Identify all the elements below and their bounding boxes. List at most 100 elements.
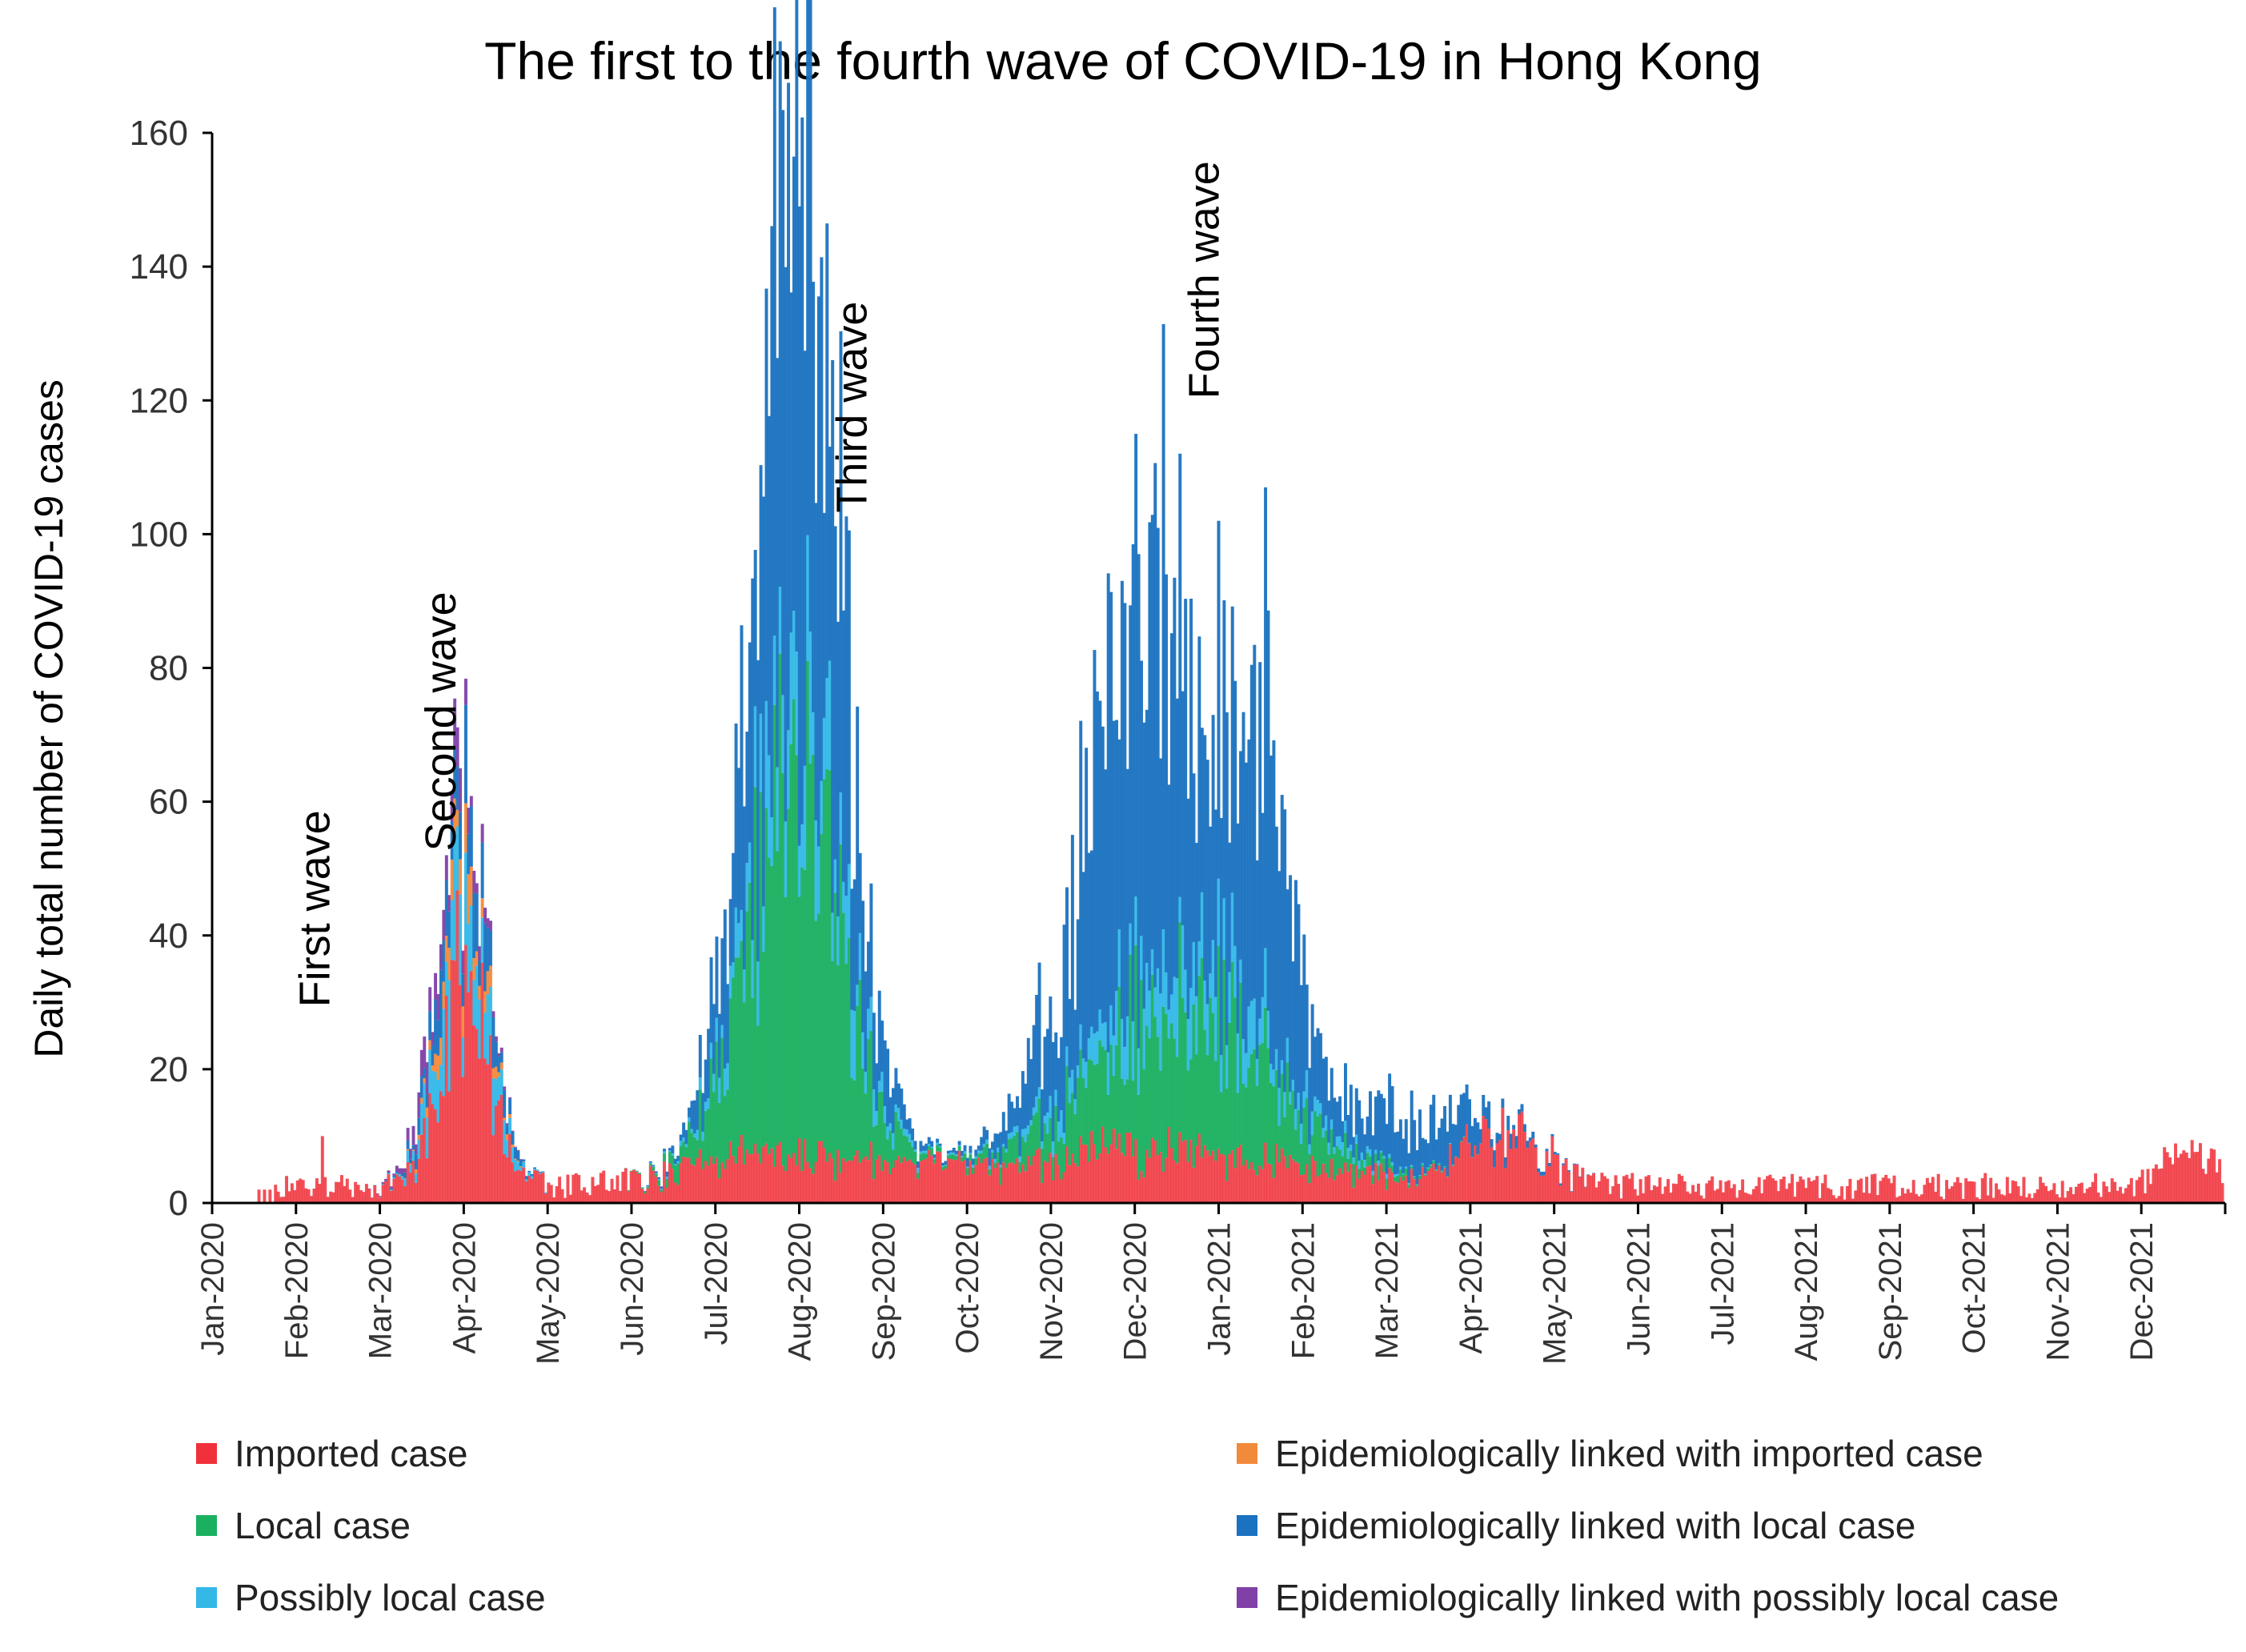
bar-segment	[1167, 1127, 1171, 1203]
bar-segment	[869, 883, 873, 997]
bar-segment	[1398, 1119, 1402, 1167]
bar-segment	[1134, 434, 1138, 897]
bar-segment	[1534, 1147, 1538, 1203]
bar-segment	[1098, 1009, 1102, 1041]
bar-segment	[467, 992, 471, 1203]
bar-segment	[784, 821, 788, 897]
bar-segment	[1145, 1025, 1149, 1150]
bar-segment	[1258, 1165, 1262, 1203]
bar-segment	[463, 678, 467, 705]
bar-segment	[1426, 1167, 1430, 1169]
bar-segment	[902, 1135, 906, 1157]
bar-segment	[886, 1049, 890, 1127]
bar-segment	[1440, 1118, 1444, 1171]
bar-segment	[753, 706, 757, 788]
bar-segment	[1363, 1175, 1367, 1203]
bar-segment	[1608, 1193, 1612, 1203]
bar-segment	[742, 969, 746, 1003]
bar-segment	[762, 496, 766, 907]
bar-segment	[961, 1150, 965, 1157]
bar-segment	[869, 1141, 873, 1203]
bar-segment	[1402, 1173, 1406, 1175]
bar-segment	[740, 1134, 744, 1203]
bar-segment	[916, 1161, 920, 1169]
bar-segment	[1106, 1094, 1110, 1154]
bar-segment	[1120, 1019, 1124, 1079]
bar-segment	[1045, 1133, 1049, 1163]
bar-segment	[745, 732, 749, 864]
bar-segment	[696, 1157, 700, 1203]
bar-segment	[428, 1040, 432, 1050]
bar-segment	[511, 1145, 515, 1148]
bar-segment	[1989, 1177, 1993, 1203]
bar-segment	[833, 526, 837, 860]
bar-segment	[1402, 1138, 1406, 1173]
bar-segment	[919, 1151, 923, 1154]
bar-segment	[764, 700, 768, 808]
bar-segment	[646, 1186, 650, 1189]
bar-segment	[2121, 1193, 2125, 1203]
bar-segment	[1324, 1057, 1328, 1116]
bar-segment	[373, 1185, 377, 1203]
bar-segment	[726, 1159, 730, 1203]
bar-segment	[516, 1149, 520, 1151]
bar-segment	[1382, 1098, 1386, 1157]
bar-segment	[2184, 1152, 2188, 1203]
bar-segment	[428, 1011, 432, 1041]
bar-segment	[1189, 1059, 1193, 1140]
bar-segment	[398, 1174, 402, 1177]
bar-segment	[1980, 1178, 1984, 1203]
bar-segment	[1140, 980, 1144, 1172]
bar-segment	[776, 851, 780, 1146]
bar-segment	[1178, 896, 1182, 923]
bar-segment	[941, 1166, 945, 1171]
bar-segment	[726, 1063, 730, 1090]
bar-segment	[1233, 997, 1237, 1169]
bar-segment	[1711, 1176, 1715, 1203]
bar-segment	[1702, 1198, 1706, 1203]
bar-segment	[828, 447, 832, 661]
bar-segment	[1881, 1177, 1885, 1203]
bar-segment	[841, 1157, 845, 1203]
bar-segment	[1049, 1153, 1053, 1203]
bar-segment	[684, 1157, 688, 1203]
bar-segment	[808, 1168, 812, 1203]
bar-segment	[1032, 1107, 1036, 1116]
bar-segment	[1076, 1166, 1080, 1203]
bar-segment	[1081, 1077, 1085, 1145]
bar-segment	[936, 1142, 940, 1145]
bar-segment	[872, 1089, 876, 1127]
bar-segment	[1369, 1091, 1372, 1150]
bar-segment	[900, 1129, 904, 1163]
bar-segment	[795, 1165, 799, 1203]
bar-segment	[1222, 898, 1226, 960]
bar-segment	[1410, 1165, 1414, 1167]
bar-segment	[1804, 1188, 1808, 1203]
bar-segment	[488, 930, 492, 966]
bar-segment	[1333, 1180, 1337, 1203]
bar-segment	[1043, 1116, 1047, 1124]
bar-segment	[1465, 1124, 1469, 1203]
bar-segment	[1291, 1159, 1295, 1203]
bar-segment	[688, 1107, 691, 1117]
bar-segment	[494, 1066, 498, 1080]
bar-segment	[285, 1176, 288, 1203]
bar-segment	[1239, 959, 1243, 983]
bar-segment	[1490, 1139, 1494, 1148]
bar-segment	[1068, 1165, 1072, 1203]
bar-segment	[1106, 573, 1110, 1053]
bar-segment	[1310, 1111, 1314, 1136]
bar-segment	[1165, 1157, 1169, 1203]
bar-segment	[2212, 1149, 2216, 1203]
bar-segment	[833, 1181, 837, 1203]
bar-segment	[1129, 923, 1133, 955]
bar-segment	[384, 1181, 388, 1203]
bar-segment	[825, 1161, 829, 1203]
bar-segment	[431, 1032, 435, 1046]
bar-segment	[478, 985, 482, 1000]
bar-segment	[379, 1196, 383, 1197]
bar-segment	[1454, 1125, 1458, 1157]
bar-segment	[787, 730, 791, 809]
bar-segment	[949, 1159, 953, 1203]
bar-segment	[1443, 1105, 1446, 1167]
